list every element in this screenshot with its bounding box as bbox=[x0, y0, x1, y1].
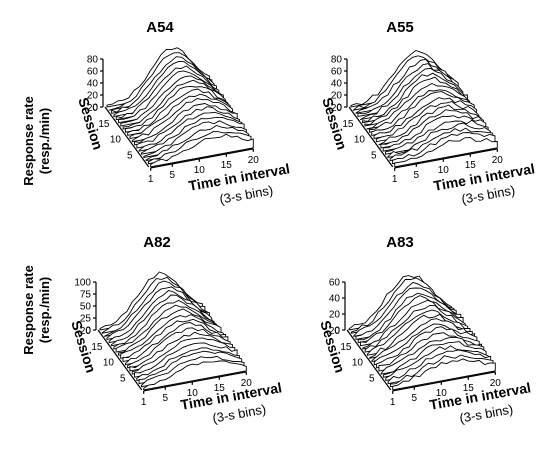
session-tick-label: 15 bbox=[91, 342, 103, 353]
y-tick-label: 80 bbox=[331, 55, 343, 66]
session-tick-label: 15 bbox=[342, 119, 354, 130]
y-tick-label: 40 bbox=[87, 79, 99, 90]
response-rate-label-bottom: Response rate bbox=[21, 265, 36, 355]
response-rate-label-top: Response rate bbox=[21, 96, 36, 186]
panel-title: A82 bbox=[143, 234, 171, 251]
y-tick-label: 0 bbox=[336, 103, 342, 114]
y-tick-label: 100 bbox=[74, 278, 91, 289]
y-tick-label: 25 bbox=[80, 314, 92, 325]
session-tick-label: 10 bbox=[352, 358, 364, 369]
session-tick-label: 15 bbox=[98, 119, 110, 130]
session-trace-1 bbox=[143, 360, 247, 391]
y-tick-label: 0 bbox=[334, 326, 340, 337]
y-tick-label: 80 bbox=[87, 55, 99, 66]
x-tick-label: 1 bbox=[148, 174, 154, 185]
x-tick-label: 15 bbox=[463, 383, 475, 394]
session-trace-1 bbox=[394, 136, 498, 168]
x-tick-label: 10 bbox=[194, 165, 206, 176]
x-tick-label: 5 bbox=[412, 393, 418, 404]
y-tick-label: 20 bbox=[331, 91, 343, 102]
session-tick-label: 20 bbox=[329, 326, 341, 337]
traces bbox=[350, 49, 498, 168]
session-tick-label: 15 bbox=[340, 342, 352, 353]
y-tick-label: 0 bbox=[85, 326, 91, 337]
x-tick-label: 20 bbox=[248, 155, 260, 166]
y-tick-label: 40 bbox=[329, 294, 341, 305]
x-tick-label: 10 bbox=[187, 388, 199, 399]
x-tick-label: 20 bbox=[490, 378, 502, 389]
session-tick-label: 10 bbox=[354, 135, 366, 146]
x-tick-label: 1 bbox=[141, 397, 147, 408]
x-tick-label: 5 bbox=[170, 170, 176, 181]
x-axis: 1 5 10 15 20 bbox=[148, 148, 260, 185]
y-tick-label: 0 bbox=[92, 103, 98, 114]
session-tick-label: 10 bbox=[110, 135, 122, 146]
panel-title: A54 bbox=[146, 19, 174, 36]
session-tick-label: 10 bbox=[103, 358, 115, 369]
x-tick-label: 5 bbox=[163, 393, 169, 404]
x-tick-label: 10 bbox=[436, 388, 448, 399]
y-tick-label: 20 bbox=[329, 310, 341, 321]
session-tick-label: 5 bbox=[371, 150, 377, 161]
response-rate-unit-bottom: (resp./min) bbox=[37, 277, 52, 343]
panel-title: A83 bbox=[386, 234, 414, 251]
session-tick-label: 5 bbox=[369, 373, 375, 384]
x-tick-label: 1 bbox=[390, 397, 396, 408]
session-tick-label: 20 bbox=[87, 103, 99, 114]
session-tick-label: 5 bbox=[127, 150, 133, 161]
y-tick-label: 50 bbox=[80, 302, 92, 313]
session-tick-label: 20 bbox=[80, 326, 92, 337]
y-tick-label: 20 bbox=[87, 91, 99, 102]
traces bbox=[99, 271, 247, 391]
x-tick-label: 15 bbox=[214, 383, 226, 394]
x-tick-label: 20 bbox=[241, 378, 253, 389]
traces bbox=[106, 47, 254, 168]
y-tick-label: 60 bbox=[87, 67, 99, 78]
session-trace-1 bbox=[150, 133, 254, 168]
x-tick-label: 15 bbox=[221, 160, 233, 171]
x-axis: 1 5 10 15 20 bbox=[141, 371, 253, 408]
session-tick-label: 20 bbox=[331, 103, 343, 114]
y-tick-label: 75 bbox=[80, 290, 92, 301]
response-rate-unit-top: (resp./min) bbox=[37, 108, 52, 174]
x-tick-label: 15 bbox=[465, 160, 477, 171]
session-trace-1 bbox=[392, 358, 496, 391]
x-tick-label: 5 bbox=[414, 170, 420, 181]
y-tick-label: 60 bbox=[331, 67, 343, 78]
y-tick-label: 40 bbox=[331, 79, 343, 90]
x-tick-label: 10 bbox=[438, 165, 450, 176]
y-tick-label: 60 bbox=[329, 278, 341, 289]
session-tick-label: 5 bbox=[120, 373, 126, 384]
x-tick-label: 20 bbox=[492, 155, 504, 166]
traces bbox=[348, 275, 496, 391]
panel-title: A55 bbox=[386, 19, 414, 36]
x-axis: 1 5 10 15 20 bbox=[390, 371, 502, 408]
x-tick-label: 1 bbox=[392, 174, 398, 185]
x-axis: 1 5 10 15 20 bbox=[392, 148, 504, 185]
